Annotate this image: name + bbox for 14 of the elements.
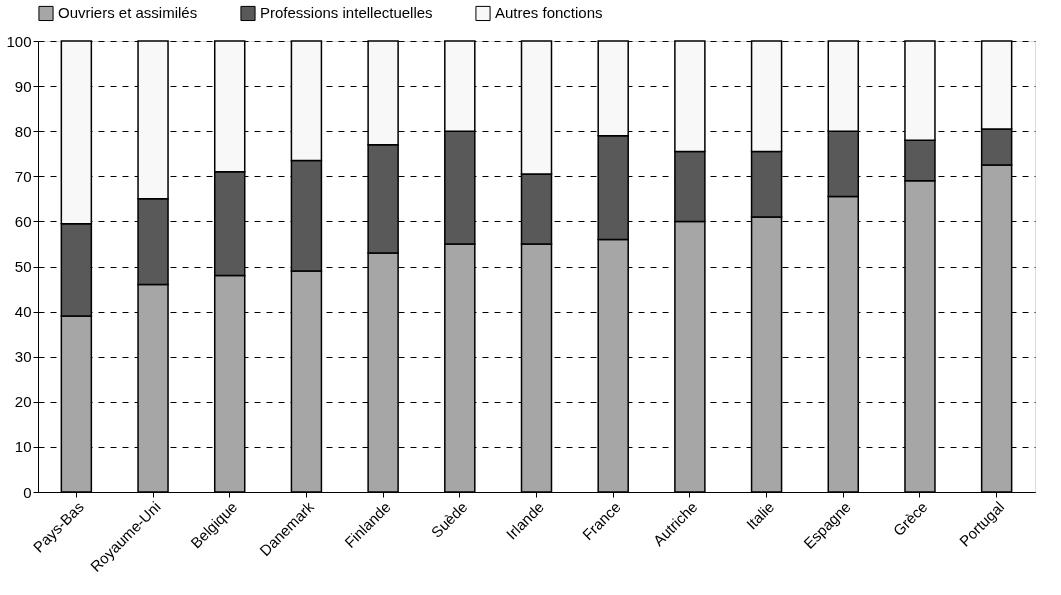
y-tick-label: 30 [14, 348, 32, 366]
y-tick-label: 70 [14, 167, 32, 185]
y-tick-label: 0 [23, 483, 32, 501]
legend-label: Autres fonctions [495, 4, 603, 22]
y-tick-label: 80 [14, 122, 32, 140]
legend-label: Professions intellectuelles [260, 4, 433, 22]
y-tick-label: 60 [14, 212, 32, 230]
y-tick-label: 100 [6, 32, 32, 50]
y-tick-label: 50 [14, 258, 32, 275]
y-tick-label: 90 [14, 77, 32, 95]
y-tick-label: 40 [14, 303, 32, 321]
y-tick-label: 20 [14, 393, 32, 411]
y-tick-label: 10 [14, 438, 32, 456]
legend-label: Ouvriers et assimilés [58, 4, 198, 22]
